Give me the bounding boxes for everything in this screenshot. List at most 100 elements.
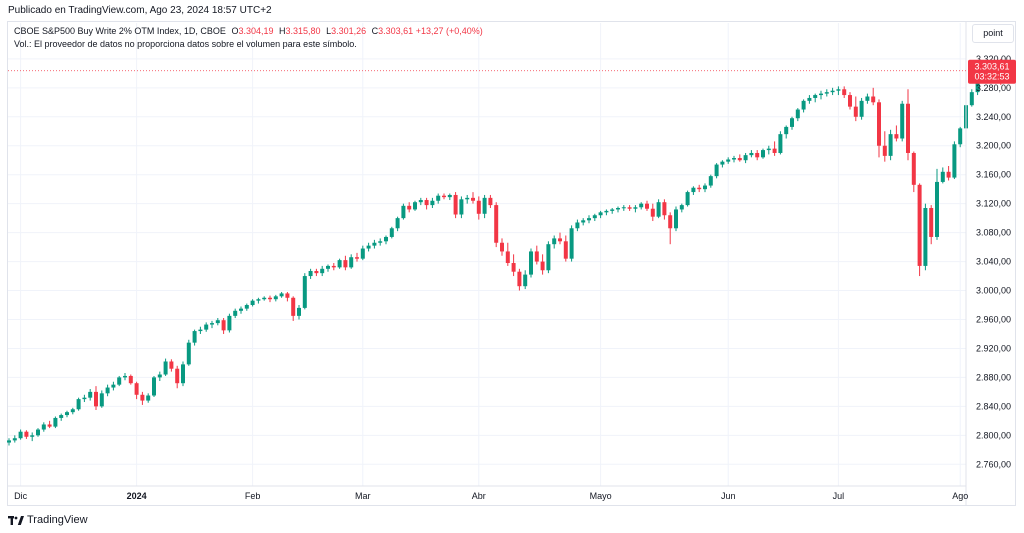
candle-7[interactable] [47,420,52,429]
candle-111[interactable] [650,203,655,222]
candle-138[interactable] [807,95,812,104]
candle-3[interactable] [24,430,29,439]
candle-124[interactable] [726,157,731,164]
candle-15[interactable] [94,386,98,410]
candle-156[interactable] [911,151,916,193]
candle-18[interactable] [111,381,116,391]
candle-137[interactable] [801,99,806,113]
candle-45[interactable] [268,295,272,303]
candle-53[interactable] [314,268,319,277]
candle-76[interactable] [447,193,452,201]
candle-145[interactable] [848,92,852,110]
candle-32[interactable] [192,329,197,346]
candle-77[interactable] [453,192,458,219]
candle-101[interactable] [592,213,597,222]
candle-116[interactable] [679,203,684,213]
candle-106[interactable] [621,205,626,211]
candle-25[interactable] [152,375,156,397]
footer-brand[interactable]: TradingView [8,514,88,526]
candle-69[interactable] [407,202,412,213]
candle-19[interactable] [117,375,122,387]
candle-23[interactable] [140,391,145,405]
candle-13[interactable] [82,394,87,403]
candle-108[interactable] [633,205,638,213]
candle-37[interactable] [221,318,226,334]
candle-2[interactable] [18,429,23,440]
candle-17[interactable] [105,384,110,397]
candle-30[interactable] [181,361,185,387]
candle-59[interactable] [349,254,354,269]
candle-99[interactable] [581,218,586,226]
candle-91[interactable] [534,245,539,265]
candle-136[interactable] [795,108,800,122]
candle-10[interactable] [65,410,69,418]
candle-134[interactable] [784,125,789,139]
candle-34[interactable] [204,322,209,332]
candle-162[interactable] [946,166,951,181]
candle-5[interactable] [36,428,40,437]
candle-131[interactable] [766,145,771,155]
candle-47[interactable] [279,291,284,298]
candle-123[interactable] [720,160,725,168]
candle-26[interactable] [157,371,162,382]
candle-41[interactable] [244,303,249,311]
candle-21[interactable] [128,374,133,385]
candle-85[interactable] [500,238,504,256]
candle-89[interactable] [523,270,528,290]
candle-120[interactable] [703,183,707,193]
candle-31[interactable] [186,339,191,366]
candle-110[interactable] [645,200,649,211]
candle-109[interactable] [639,202,644,210]
candle-135[interactable] [790,116,794,130]
candle-93[interactable] [546,241,551,274]
candle-65[interactable] [384,235,388,245]
candle-63[interactable] [372,239,377,249]
candle-68[interactable] [401,203,406,220]
candle-33[interactable] [198,326,203,334]
candle-66[interactable] [389,226,394,239]
candle-117[interactable] [685,190,690,207]
candle-150[interactable] [877,99,881,158]
candle-20[interactable] [123,373,127,381]
candle-24[interactable] [146,393,151,403]
candle-50[interactable] [297,305,301,320]
candle-127[interactable] [743,152,748,164]
candle-133[interactable] [778,131,783,155]
candle-60[interactable] [355,252,359,262]
candle-82[interactable] [482,194,487,219]
candle-64[interactable] [378,238,383,246]
candle-28[interactable] [169,359,174,372]
candle-78[interactable] [459,196,464,219]
candle-52[interactable] [308,268,313,279]
candle-87[interactable] [511,254,516,277]
candle-43[interactable] [256,297,261,304]
candle-39[interactable] [233,308,238,319]
candle-161[interactable] [940,167,945,184]
candle-125[interactable] [732,155,736,163]
candle-75[interactable] [442,193,446,200]
candle-58[interactable] [343,255,348,271]
candle-146[interactable] [853,96,858,122]
candle-95[interactable] [558,232,562,245]
candle-115[interactable] [674,206,678,232]
candle-155[interactable] [906,89,910,161]
candle-38[interactable] [227,313,232,333]
candle-122[interactable] [714,163,719,179]
candle-142[interactable] [830,87,835,96]
candle-114[interactable] [668,212,673,245]
candle-6[interactable] [41,422,46,432]
candle-96[interactable] [563,235,568,262]
candle-22[interactable] [134,381,139,400]
candle-154[interactable] [900,100,905,142]
candle-103[interactable] [604,209,609,216]
candle-112[interactable] [656,199,661,219]
candle-44[interactable] [262,296,267,301]
candle-128[interactable] [749,150,754,158]
candle-151[interactable] [882,131,887,162]
candle-144[interactable] [842,86,847,98]
candle-57[interactable] [337,258,342,269]
candle-70[interactable] [413,200,417,211]
candle-71[interactable] [418,197,423,206]
candle-12[interactable] [76,397,81,411]
